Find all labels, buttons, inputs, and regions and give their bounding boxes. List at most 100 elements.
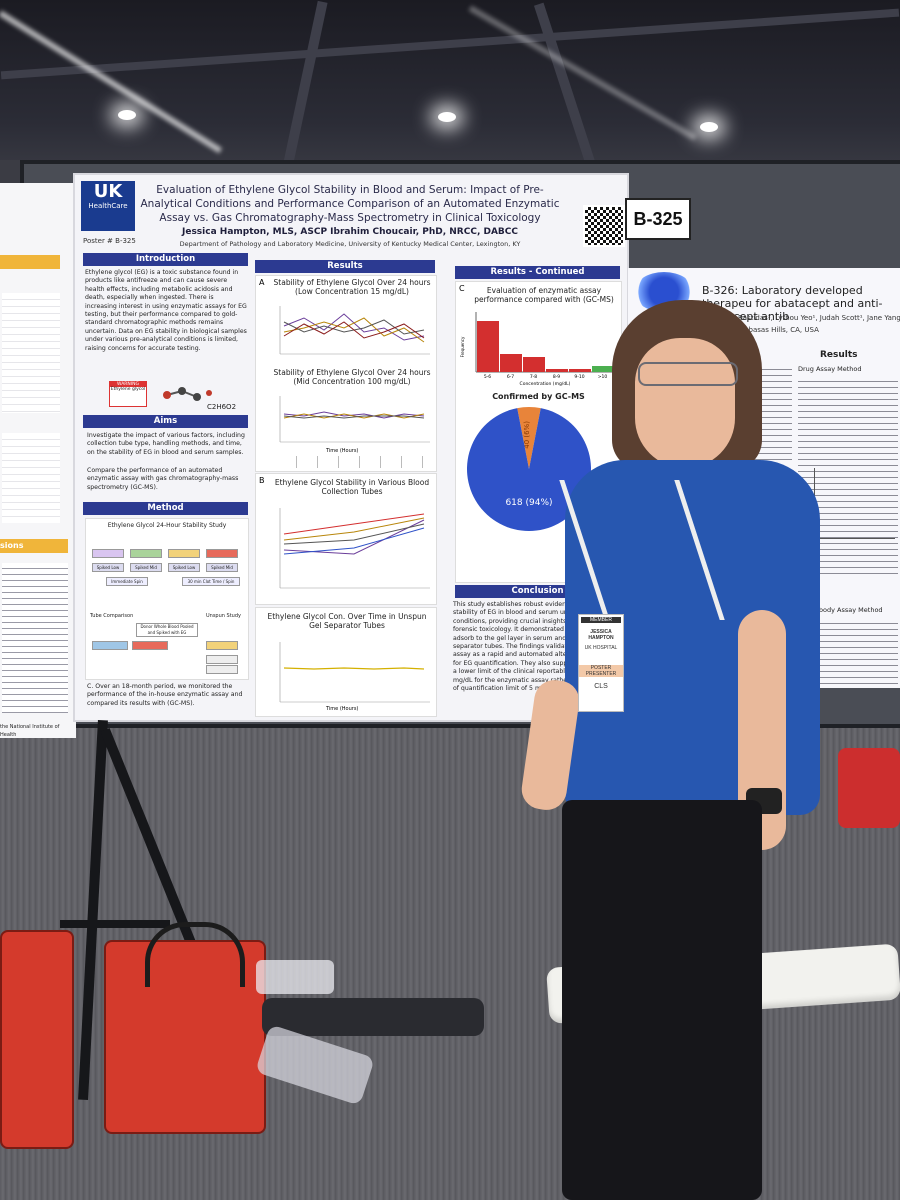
histogram-bar — [569, 369, 591, 372]
poster-title: Evaluation of Ethylene Glycol Stability … — [140, 184, 560, 224]
plastic-bag — [256, 960, 334, 994]
results-panel-b: B Ethylene Glycol Stability in Various B… — [255, 473, 437, 605]
method-subtitle: Tube Comparison — [90, 613, 134, 619]
method-diagram-title: Ethylene Glycol 24-Hour Stability Study — [107, 522, 227, 529]
badge-label: MEMBER — [581, 617, 621, 623]
introduction-text: Ethylene glycol (EG) is a toxic substanc… — [85, 269, 247, 352]
histogram-bar — [546, 369, 568, 372]
axis-label: Time (Hours) — [326, 706, 359, 712]
method-step: 30 min Clot Time / Spin — [182, 577, 240, 586]
method-step — [132, 641, 168, 650]
chart-d-lines — [279, 642, 430, 703]
axis-label: Time (Hours) — [326, 448, 359, 454]
chart-a2-title: Stability of Ethylene Glycol Over 24 hou… — [273, 368, 431, 386]
left-poster-text — [2, 563, 68, 713]
pie-slice-label: 618 (94%) — [505, 498, 552, 508]
left-poster-header: sions — [0, 539, 68, 553]
method-step — [206, 641, 238, 650]
poster-department: Department of Pathology and Laboratory M… — [179, 240, 521, 248]
aim-item: Compare the performance of an automated … — [87, 467, 239, 491]
method-subtitle: Unspun Study — [206, 613, 241, 619]
red-tote-bag — [0, 930, 74, 1149]
method-step — [206, 665, 238, 674]
histogram-tick-label: 9-10 — [574, 374, 584, 380]
badge-role: POSTER PRESENTER — [579, 665, 623, 677]
pie-slice-label: 40 (6%) — [523, 421, 531, 449]
panel-letter: A — [259, 278, 265, 287]
aim-item: Investigate the impact of various factor… — [87, 432, 245, 456]
badge-footer: CLS — [594, 683, 608, 690]
neighbor-authors: Bastidas¹, Lythou Yeo¹, Judah Scott¹, Ja… — [738, 314, 900, 322]
research-poster: UK HealthCare Poster # B-325 Evaluation … — [75, 175, 627, 720]
logo-text: UK — [93, 181, 123, 202]
chart-b-lines — [279, 508, 430, 589]
qr-code-icon — [583, 205, 625, 247]
method-step — [206, 655, 238, 664]
bag-strap — [145, 922, 245, 987]
logo-subtext: HealthCare — [88, 202, 128, 210]
histogram-tick-label: 8-9 — [553, 374, 560, 380]
method-step: Donor Whole Blood Pooled and Spiked with… — [136, 623, 198, 637]
frequency-histogram: Frequency 5-6 6-7 7-8 8-9 9-10 >10 Concentratio… — [460, 312, 614, 386]
chart-c-title: Evaluation of enzymatic assay performanc… — [474, 286, 614, 304]
warning-label-box: WARNING Ethylene glycol — [109, 381, 147, 407]
histogram-bar — [523, 357, 545, 372]
neighbor-results-header: Results — [820, 350, 858, 360]
histogram-bar — [592, 366, 614, 372]
glasses — [638, 362, 738, 386]
results-panel-a: A Stability of Ethylene Glycol Over 24 h… — [255, 275, 437, 472]
panel-letter: C — [459, 284, 465, 293]
booth-number-tag: B-325 — [625, 198, 691, 240]
badge-name: JESSICA HAMPTON — [588, 629, 614, 641]
method-step: Spiked Mid — [206, 563, 238, 572]
chart-d-title: Ethylene Glycol Con. Over Time in Unspun… — [267, 612, 427, 630]
confirmation-pie-chart: 40 (6%) 618 (94%) — [467, 407, 591, 531]
histogram-tick-label: >10 — [598, 374, 608, 380]
method-step: Immediate Spin — [106, 577, 148, 586]
left-neighbor-poster: sions edgements the National Institute o… — [0, 183, 76, 738]
background-bag — [838, 748, 900, 828]
histogram-tick-label: 7-8 — [530, 374, 537, 380]
chart-a1-lines — [279, 306, 430, 355]
molecule-formula: C2H6O2 — [207, 403, 237, 411]
pie-slice — [467, 408, 591, 531]
black-pants — [562, 800, 762, 1200]
ceiling-light — [438, 112, 456, 122]
warning-label: WARNING — [110, 382, 146, 387]
panel-letter: B — [259, 476, 265, 485]
left-poster-highlight — [0, 255, 60, 269]
presenter-person: MEMBER JESSICA HAMPTON UK HOSPITAL POSTE… — [519, 300, 830, 1200]
method-diagram: Ethylene Glycol 24-Hour Stability Study … — [85, 518, 249, 680]
results-header: Results — [255, 260, 435, 273]
method-step: Spiked Low — [168, 563, 200, 572]
method-header: Method — [83, 502, 248, 515]
chart-legend — [276, 456, 431, 468]
ceiling-light — [700, 122, 718, 132]
left-poster-table — [2, 433, 60, 523]
left-poster-footnote: the National Institute of Health — [0, 724, 60, 738]
warning-sub: Ethylene glycol — [110, 387, 146, 392]
method-footer-text: C. Over an 18-month period, we monitored… — [87, 683, 243, 707]
method-step — [206, 549, 238, 558]
method-step: Spiked Low — [92, 563, 124, 572]
histogram-bar — [500, 354, 522, 372]
poster-number: Poster # B-325 — [83, 237, 136, 245]
method-step — [92, 641, 128, 650]
method-step — [168, 549, 200, 558]
results-continued-header: Results - Continued — [455, 266, 620, 279]
introduction-header: Introduction — [83, 253, 248, 266]
molecule-icon — [163, 387, 212, 401]
neighbor-antibody-header: Antibody Assay Method — [806, 606, 883, 614]
neighbor-method-header: Drug Assay Method — [798, 365, 862, 373]
x-axis-label: Concentration (mg/dL) — [520, 381, 571, 386]
method-step: Spiked Mid — [130, 563, 162, 572]
method-step — [92, 549, 124, 558]
poster-stand-leg — [60, 920, 170, 928]
convention-ceiling — [0, 0, 900, 175]
pie-title: Confirmed by GC-MS — [492, 392, 585, 401]
histogram-bar — [477, 321, 499, 372]
aims-header: Aims — [83, 415, 248, 428]
poster-tube-dark — [262, 998, 484, 1036]
histogram-tick-label: 6-7 — [507, 374, 514, 380]
method-step — [130, 549, 162, 558]
